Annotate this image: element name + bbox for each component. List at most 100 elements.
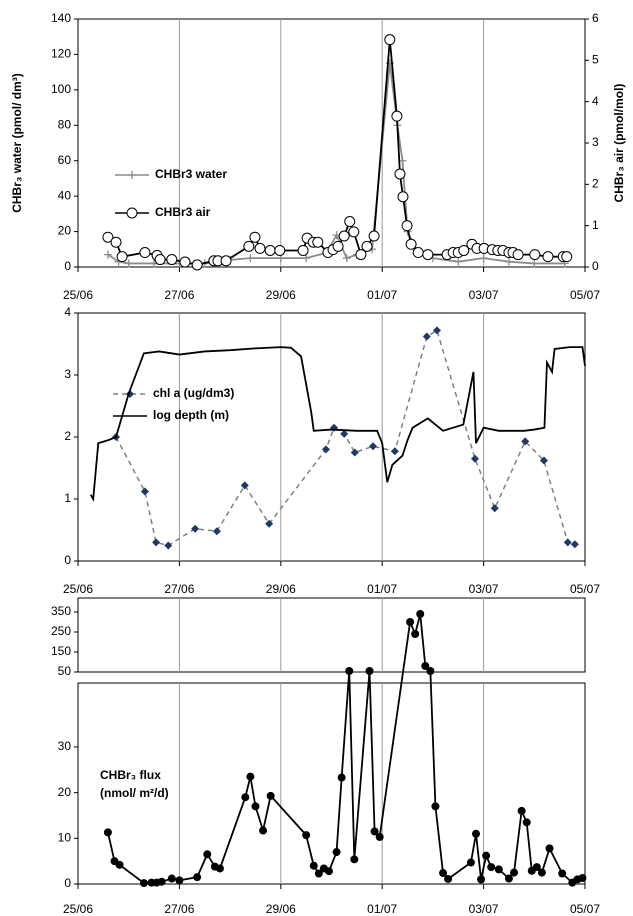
x-tick-label: 25/06 <box>63 288 93 302</box>
x-tick-label: 27/06 <box>164 582 194 596</box>
marker <box>487 863 496 872</box>
marker <box>570 540 579 549</box>
marker <box>517 806 526 815</box>
y-tick-label: 0 <box>64 553 71 567</box>
marker <box>539 456 548 465</box>
y-tick-label: 20 <box>58 785 72 799</box>
marker <box>521 437 530 446</box>
series-line <box>115 329 576 547</box>
x-tick-label: 05/07 <box>570 582 600 596</box>
x-tick-label: 05/07 <box>570 288 600 302</box>
y-tick-label: 4 <box>64 305 71 319</box>
marker <box>370 827 379 836</box>
y-tick-label: 120 <box>51 47 71 61</box>
x-tick-label: 27/06 <box>164 902 194 916</box>
series-line <box>107 39 567 266</box>
x-tick-label: 25/06 <box>63 582 93 596</box>
marker <box>432 326 441 335</box>
marker <box>167 874 176 883</box>
marker <box>193 873 202 882</box>
marker <box>350 855 359 864</box>
series-line <box>89 346 586 502</box>
y-tick-label: 0 <box>64 876 71 890</box>
marker <box>397 191 409 203</box>
marker <box>545 844 554 853</box>
marker <box>558 869 567 878</box>
marker <box>390 447 399 456</box>
marker <box>426 667 435 675</box>
marker <box>321 445 330 454</box>
y-tick-label: 1 <box>592 218 599 232</box>
y-tick-label: 3 <box>64 367 71 381</box>
marker <box>309 861 318 870</box>
marker <box>494 865 503 874</box>
marker <box>375 832 384 841</box>
marker <box>490 504 499 513</box>
marker <box>406 618 415 626</box>
y-tick-label: 0 <box>64 259 71 273</box>
x-tick-label: 05/07 <box>570 902 600 916</box>
marker <box>140 487 149 496</box>
marker <box>332 240 344 252</box>
marker <box>561 251 573 263</box>
marker <box>454 257 463 266</box>
marker <box>274 244 286 256</box>
marker <box>240 481 249 490</box>
marker <box>355 249 367 261</box>
marker <box>401 220 413 232</box>
marker <box>254 242 266 254</box>
marker <box>345 667 354 675</box>
marker <box>510 868 519 877</box>
marker <box>166 254 178 266</box>
y-tick-label: 30 <box>58 739 72 753</box>
x-tick-label: 01/07 <box>367 288 397 302</box>
x-tick-label: 29/06 <box>266 288 296 302</box>
marker <box>350 448 359 457</box>
marker <box>342 254 351 263</box>
marker <box>139 247 151 259</box>
marker <box>312 236 324 248</box>
marker <box>124 259 133 268</box>
marker <box>139 879 148 888</box>
marker <box>215 864 224 873</box>
marker <box>116 251 128 263</box>
marker <box>384 34 396 46</box>
marker <box>405 238 417 250</box>
x-tick-label: 01/07 <box>367 582 397 596</box>
marker <box>361 240 373 252</box>
marker <box>338 230 350 242</box>
y-tick-label: 60 <box>58 153 72 167</box>
plot-frame <box>77 312 586 562</box>
y-tick-label: 140 <box>51 11 71 25</box>
marker <box>115 860 124 869</box>
marker <box>103 828 112 837</box>
marker <box>340 429 349 438</box>
marker <box>416 610 425 618</box>
x-tick-label: 01/07 <box>367 902 397 916</box>
marker <box>266 791 275 800</box>
y-tick-label: 50 <box>58 664 72 678</box>
y2-axis-label: CHBr₃ air (pmol/mol) <box>612 84 626 203</box>
marker <box>422 249 434 261</box>
x-tick-label: 29/06 <box>266 582 296 596</box>
marker <box>504 257 513 266</box>
marker <box>243 240 255 252</box>
plot-frame <box>77 18 586 268</box>
plot-frame <box>77 597 586 673</box>
x-tick-label: 03/07 <box>469 288 499 302</box>
x-tick-label: 29/06 <box>266 902 296 916</box>
marker <box>477 875 486 884</box>
y-tick-label: 5 <box>592 53 599 67</box>
marker <box>241 793 250 802</box>
marker <box>422 332 431 341</box>
marker <box>302 831 311 840</box>
plot-frame <box>77 682 586 885</box>
x-tick-label: 25/06 <box>63 902 93 916</box>
y-tick-label: 100 <box>51 82 71 96</box>
marker <box>324 867 333 876</box>
marker <box>444 874 453 883</box>
marker <box>246 772 255 781</box>
marker <box>344 216 356 228</box>
marker <box>264 244 276 256</box>
